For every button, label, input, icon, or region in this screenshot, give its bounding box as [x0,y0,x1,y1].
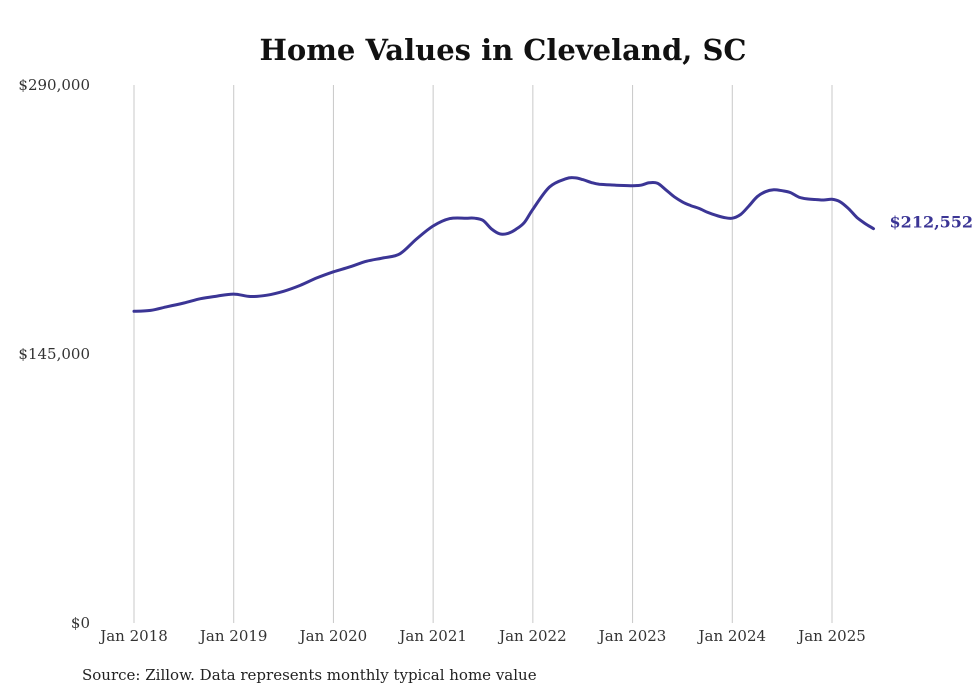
y-tick-label: $0 [71,614,90,632]
x-axis-tick-labels: Jan 2018 Jan 2019 Jan 2020 Jan 2021 Jan 2022… [98,627,866,645]
x-tick-label: Jan 2019 [198,627,268,645]
x-tick-label: Jan 2021 [397,627,467,645]
x-tick-label: Jan 2018 [98,627,168,645]
home-value-line [132,176,875,313]
x-tick-label: Jan 2024 [697,627,767,645]
x-tick-label: Jan 2023 [597,627,667,645]
y-tick-label: $290,000 [18,76,90,94]
chart-title: Home Values in Cleveland, SC [259,33,746,67]
source-note: Source: Zillow. Data represents monthly … [82,666,537,684]
vertical-gridlines [133,85,833,623]
x-tick-label: Jan 2020 [298,627,368,645]
y-tick-label: $145,000 [18,345,90,363]
y-axis-tick-labels: $0 $145,000 $290,000 [18,76,90,632]
x-tick-label: Jan 2022 [497,627,567,645]
latest-value-label: $212,552 [890,213,974,232]
x-tick-label: Jan 2025 [796,627,866,645]
